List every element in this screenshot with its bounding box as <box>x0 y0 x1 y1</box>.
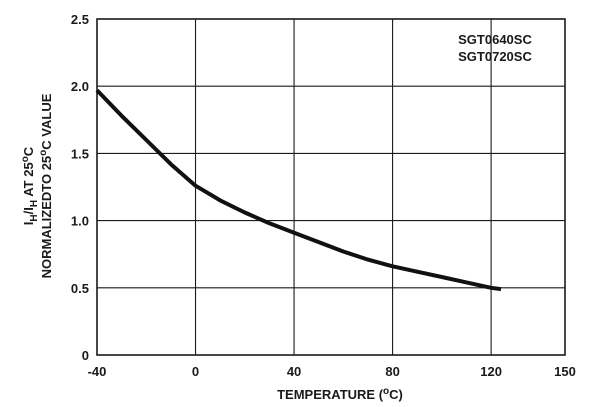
y-tick-label-4: 2.0 <box>71 79 89 94</box>
x-tick-label-0: -40 <box>88 364 107 379</box>
x-tick-label-1: 0 <box>192 364 199 379</box>
x-axis-label-main: TEMPERATURE ( <box>277 387 384 402</box>
y-tick-label-3: 1.5 <box>71 146 89 161</box>
y-tick-labels: 0 0.5 1.0 1.5 2.0 2.5 <box>71 12 89 363</box>
y-tick-label-5: 2.5 <box>71 12 89 27</box>
x-tick-label-3: 80 <box>385 364 399 379</box>
y-axis-label-line-2: NORMALIZEDTO 25oC VALUE <box>38 93 54 278</box>
x-tick-labels: -40 0 40 80 120 150 <box>88 364 576 379</box>
legend: SGT0640SC SGT0720SC <box>458 32 532 64</box>
x-tick-label-2: 40 <box>287 364 301 379</box>
y-tick-label-2: 1.0 <box>71 214 89 229</box>
curve-layer <box>95 88 502 292</box>
y-axis-label-line-1: IH/IH AT 25oC <box>20 146 40 225</box>
series-line-0 <box>95 88 502 292</box>
x-tick-label-5: 150 <box>554 364 576 379</box>
x-tick-label-4: 120 <box>480 364 502 379</box>
plot-frame <box>96 18 566 356</box>
legend-line-1: SGT0640SC <box>458 32 532 47</box>
y-tick-label-0: 0 <box>82 348 89 363</box>
legend-line-2: SGT0720SC <box>458 49 532 64</box>
x-axis-label-sup: o <box>383 386 389 397</box>
grid <box>97 19 565 355</box>
x-axis-label-tail: C) <box>389 387 403 402</box>
y-tick-label-1: 0.5 <box>71 281 89 296</box>
x-axis-label: TEMPERATURE (oC) <box>277 386 403 402</box>
